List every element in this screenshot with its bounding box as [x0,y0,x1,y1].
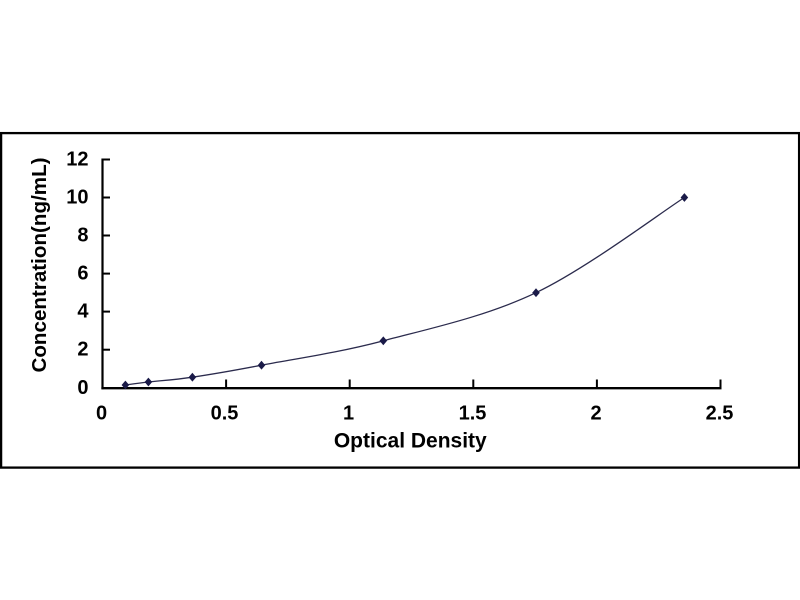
svg-text:6: 6 [77,263,88,285]
svg-text:10: 10 [66,187,88,209]
svg-text:8: 8 [77,225,88,247]
svg-text:4: 4 [77,301,89,323]
svg-text:0: 0 [96,403,107,425]
svg-text:Optical Density: Optical Density [334,430,487,453]
svg-text:1.5: 1.5 [459,403,487,425]
svg-text:1: 1 [343,403,354,425]
svg-text:12: 12 [66,149,88,171]
svg-text:2: 2 [590,403,601,425]
svg-text:0: 0 [77,377,88,399]
svg-text:2.5: 2.5 [706,403,734,425]
svg-text:0.5: 0.5 [211,403,239,425]
svg-text:Concentration(ng/mL): Concentration(ng/mL) [28,157,51,372]
svg-text:2: 2 [77,339,88,361]
